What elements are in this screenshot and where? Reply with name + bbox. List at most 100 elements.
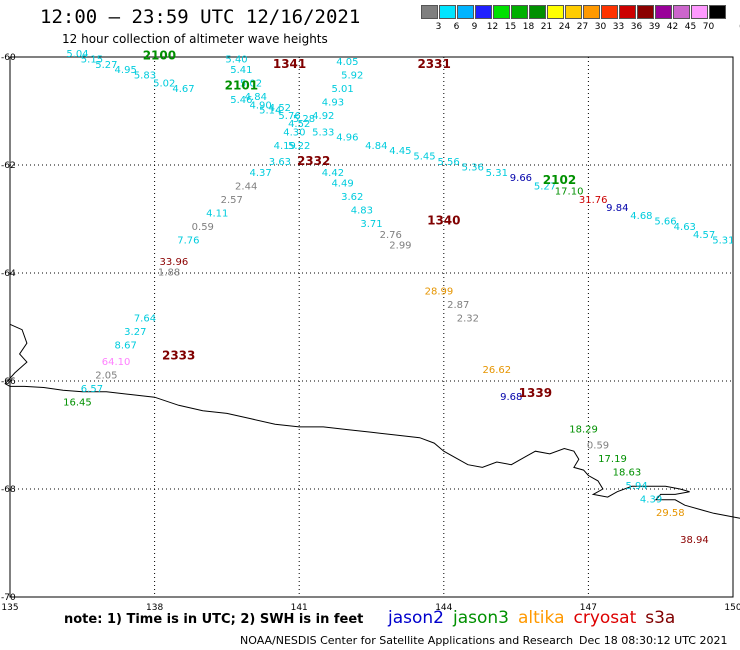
y-tick-label: -60 [1,53,16,63]
colorbar-label: 45 [684,22,697,32]
swh-value: 4.57 [693,230,715,241]
swh-value: 5.15 [81,54,103,65]
swh-value: 4.93 [322,98,344,109]
swh-value: 16.45 [63,397,92,408]
colorbar-swatch [583,5,600,19]
colorbar-swatch [421,5,438,19]
colorbar-swatch [457,5,474,19]
swh-value: 5.27 [95,60,117,71]
colorbar-label: 33 [612,22,625,32]
colorbar-swatch [565,5,582,19]
swh-value: 4.19 [274,141,296,152]
swh-value: 8.67 [115,341,137,352]
colorbar-label: 30 [594,22,607,32]
swh-value: 2.05 [95,370,117,381]
x-tick-label: 135 [1,603,18,613]
swh-value: 4.37 [250,168,272,179]
swh-value: 5.76 [278,111,300,122]
swh-value: 28.99 [425,287,454,298]
y-tick-label: -70 [1,593,16,603]
swh-value: 9.68 [500,392,522,403]
colorbar-swatch [475,5,492,19]
swh-value: 4.92 [312,111,334,122]
x-tick-label: 150 [724,603,740,613]
swh-value: 3.63 [269,157,291,168]
swh-value: 4.90 [250,100,272,111]
colorbar-swatch [619,5,636,19]
swh-value: 4.52 [288,119,310,130]
x-tick-label: 141 [291,603,308,613]
swh-value: 31.76 [579,195,608,206]
swh-value: 5.02 [240,79,262,90]
swh-value: 2.99 [389,241,411,252]
footer-note: note: 1) Time is in UTC; 2) SWH is in fe… [64,612,364,627]
swh-value: 5.45 [413,152,435,163]
swh-value: 5.02 [153,79,175,90]
swh-value: 4.39 [640,495,662,506]
satellite-legend-item: s3a [645,608,676,628]
page-subtitle: 12 hour collection of altimeter wave hei… [62,32,328,46]
colorbar-label: 70 [702,22,715,32]
swh-value: 18.63 [613,468,642,479]
swh-value: 2.32 [457,314,479,325]
swh-value: 7.76 [177,235,199,246]
swh-value: 5.40 [225,54,247,65]
satellite-legend: jason2 jason3 altika cryosat s3a [388,608,684,628]
page-title: 12:00 — 23:59 UTC 12/16/2021 [40,6,361,28]
swh-value: 5.41 [230,65,252,76]
swh-value: 2.44 [235,181,257,192]
track-time-label: 2102 [543,173,576,187]
swh-value: 0.59 [192,222,214,233]
swh-value: 4.84 [245,92,267,103]
track-time-label: 2100 [143,49,176,63]
credit-timestamp: Dec 18 08:30:12 UTC 2021 [579,634,728,647]
colorbar-label: 24 [558,22,571,32]
colorbar-swatch [511,5,528,19]
swh-value: 17.10 [555,187,584,198]
swh-value: 4.96 [336,133,358,144]
track-time-label: 2332 [297,154,330,168]
swh-value: 5.94 [625,481,647,492]
swh-value: 26.62 [482,365,511,376]
credit-text: NOAA/NESDIS Center for Satellite Applica… [240,634,574,647]
swh-value: 5.27 [534,181,556,192]
satellite-legend-item: cryosat [573,608,637,628]
track-time-label: 2333 [162,348,195,362]
track-time-label: 2331 [417,57,450,71]
colorbar-label: 27 [576,22,589,32]
swh-value: 4.42 [322,168,344,179]
swh-value: 2.87 [447,300,469,311]
swh-value: 4.30 [283,127,305,138]
swh-value: 9.84 [606,203,628,214]
swh-value: 0.59 [587,441,609,452]
swh-value: 29.58 [656,508,685,519]
colorbar-label: 39 [648,22,661,32]
y-tick-label: -62 [1,161,16,171]
colorbar-swatch [439,5,456,19]
swh-value: 33.96 [160,257,189,268]
satellite-legend-item: jason3 [453,608,509,628]
colorbar-swatch [493,5,510,19]
swh-value: 7.64 [134,314,156,325]
x-tick-label: 147 [580,603,597,613]
track-time-label: 1339 [519,386,552,400]
map-frame [9,56,734,598]
satellite-legend-item: jason2 [388,608,444,628]
colorbar-swatch [529,5,546,19]
colorbar-swatch [601,5,618,19]
swh-value: 4.45 [389,146,411,157]
swh-value: 3.71 [360,219,382,230]
swh-value: 5.31 [712,235,734,246]
x-tick-label: 138 [146,603,163,613]
swh-value: 5.33 [312,127,334,138]
swh-value: 38.94 [680,535,709,546]
colorbar-label: 3 [435,22,442,32]
swh-value: 18.29 [569,424,598,435]
y-tick-label: -68 [1,485,16,495]
map-labels: 5.045.155.274.955.835.024.675.405.415.02… [63,49,734,546]
colorbar-label: 9 [471,22,478,32]
swh-value: 64.10 [102,357,131,368]
swh-value: 4.11 [206,208,228,219]
swh-value: 5.28 [293,114,315,125]
